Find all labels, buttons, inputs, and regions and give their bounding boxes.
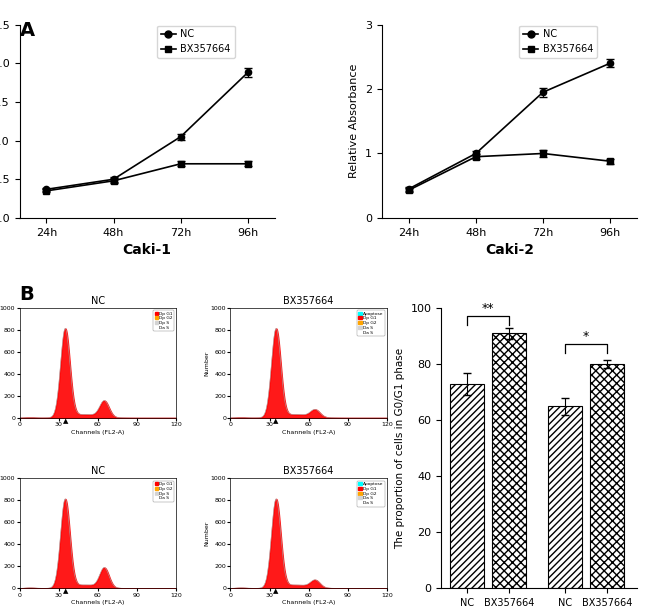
Title: BX357664: BX357664	[283, 466, 334, 476]
Y-axis label: Number: Number	[204, 521, 209, 546]
Text: ▲: ▲	[274, 418, 279, 424]
X-axis label: Caki-2: Caki-2	[485, 243, 534, 257]
Legend: Dp G1, Dp G2, Dp S, Da S: Dp G1, Dp G2, Dp S, Da S	[153, 481, 174, 502]
X-axis label: Caki-1: Caki-1	[123, 243, 172, 257]
Text: *: *	[583, 330, 589, 343]
Text: ▲: ▲	[62, 418, 68, 424]
Legend: Apoptose, Dp G1, Dp G2, Da S, Da S: Apoptose, Dp G1, Dp G2, Da S, Da S	[357, 310, 385, 336]
X-axis label: Channels (FL2-A): Channels (FL2-A)	[282, 430, 335, 435]
Bar	[590, 364, 624, 588]
Text: ▲: ▲	[274, 588, 279, 595]
Text: B: B	[20, 285, 34, 304]
Legend: Apoptose, Dp G1, Dp G2, Da S, Da S: Apoptose, Dp G1, Dp G2, Da S, Da S	[357, 481, 385, 506]
X-axis label: Channels (FL2-A): Channels (FL2-A)	[71, 430, 125, 435]
Text: A: A	[20, 21, 34, 40]
X-axis label: Channels (FL2-A): Channels (FL2-A)	[71, 600, 125, 606]
X-axis label: Channels (FL2-A): Channels (FL2-A)	[282, 600, 335, 606]
Legend: NC, BX357664: NC, BX357664	[157, 26, 235, 58]
Legend: Dp G1, Dp G2, Dp S, Da S: Dp G1, Dp G2, Dp S, Da S	[153, 310, 174, 332]
Bar	[492, 333, 526, 588]
Legend: NC, BX357664: NC, BX357664	[519, 26, 597, 58]
Y-axis label: Number: Number	[204, 350, 209, 376]
Title: NC: NC	[91, 296, 105, 306]
Title: NC: NC	[91, 466, 105, 476]
Y-axis label: The proportion of cells in G0/G1 phase: The proportion of cells in G0/G1 phase	[395, 348, 405, 549]
Y-axis label: Relative Absorbance: Relative Absorbance	[350, 64, 359, 178]
Bar	[450, 384, 484, 588]
Title: BX357664: BX357664	[283, 296, 334, 306]
Text: ▲: ▲	[62, 588, 68, 595]
Bar	[548, 406, 582, 588]
Text: **: **	[482, 302, 494, 315]
